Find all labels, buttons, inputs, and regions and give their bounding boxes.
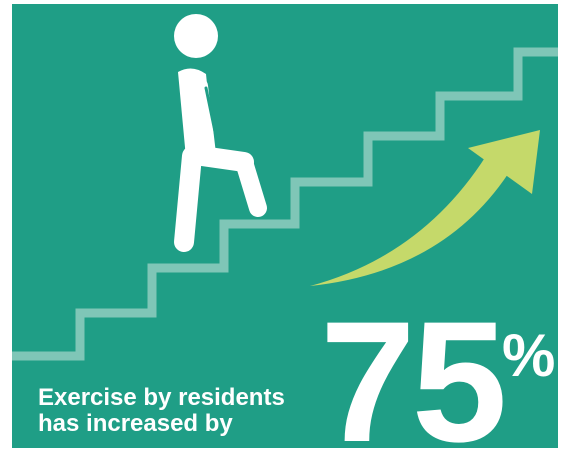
staircase-graphic [12, 47, 558, 361]
infographic-panel: Exercise by residents has increased by 7… [12, 4, 558, 448]
caption-line-1: Exercise by residents [38, 384, 285, 411]
stat-unit: % [502, 322, 556, 389]
upward-arrow-icon [310, 130, 540, 286]
illustration [12, 14, 558, 361]
walking-person-icon [174, 14, 267, 252]
stat-value: 75 [320, 286, 507, 448]
caption-line-2: has increased by [38, 410, 233, 437]
caption: Exercise by residents has increased by [38, 385, 338, 437]
